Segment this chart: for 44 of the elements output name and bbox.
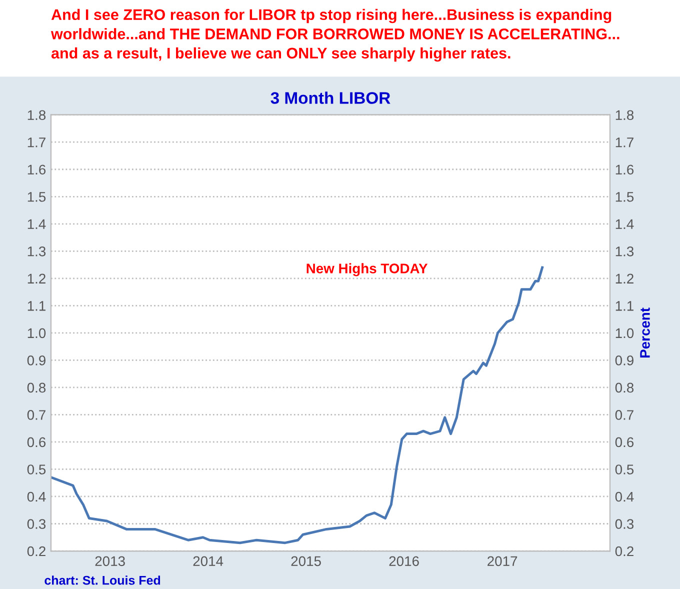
y-tick-label: 1.2: [28, 274, 46, 284]
y2-tick-label: 0.4: [615, 492, 634, 502]
y-tick-label: 0.4: [27, 492, 46, 502]
y2-tick-label: 1.2: [616, 274, 634, 284]
y2-tick-label: 1.8: [616, 110, 634, 120]
y-tick-label: 0.3: [27, 519, 46, 529]
y-tick-label: 0.6: [27, 437, 46, 448]
y2-tick-label: 1.3: [616, 246, 634, 256]
y-tick-label: 1.3: [28, 246, 46, 256]
y-tick-label: 0.2: [27, 546, 46, 556]
y-tick-label: 1.4: [28, 219, 46, 229]
x-tick-label: 2017: [488, 556, 518, 566]
y-tick-label: 0.9: [27, 356, 46, 366]
y2-tick-label: 0.9: [615, 356, 634, 366]
y-tick-label: 1.7: [28, 138, 46, 148]
text: chart: St. Louis Fed: [44, 576, 160, 585]
y-tick-label: 0.7: [27, 410, 46, 420]
y-tick-label: 0.5: [27, 464, 46, 474]
y2-tick-label: 1.7: [616, 138, 634, 148]
y2-tick-label: 0.6: [615, 437, 634, 448]
y-tick-label: 1.5: [28, 192, 46, 202]
y2-tick-label: 0.8: [615, 382, 634, 393]
chart-title: And I see ZERO reason for LIBOR tp stop rising here...Business is expanding worldwide...and THE DEMAND FOR BORROWED MONEY IS ACCELERATING... and as a result, I believe we can ONLY see sharply higher rates.: [50, 8, 620, 62]
y2-tick-label: 0.3: [615, 519, 634, 529]
y2-tick-label: 1.1: [616, 301, 634, 311]
y2-tick-label: 0.5: [615, 464, 634, 474]
y2-tick-label: 1.6: [616, 164, 634, 175]
y2-tick-label: 0.2: [615, 546, 634, 556]
y2-tick-label: 0.7: [615, 410, 634, 420]
annotation: New Highs TODAY: [306, 263, 428, 276]
y2-tick-label: 1.5: [616, 192, 634, 202]
y-tick-label: 1.1: [28, 301, 46, 311]
y-tick-label: 0.8: [27, 382, 46, 393]
chart-subtitle: 3 Month LIBOR: [270, 92, 390, 104]
y2-tick-label: 1.4: [616, 219, 634, 229]
y-tick-label: 1.6: [28, 164, 46, 175]
x-tick-label: 2016: [389, 556, 419, 566]
x-tick-label: 2014: [193, 556, 224, 566]
y-tick-label: 1.8: [28, 110, 46, 120]
y-tick-label: 1.0: [28, 328, 46, 338]
y2-tick-label: 1.0: [616, 328, 634, 338]
y2-axis-title: Percent: [640, 308, 650, 358]
x-tick-label: 2015: [291, 556, 321, 566]
x-tick-label: 2013: [95, 556, 125, 566]
